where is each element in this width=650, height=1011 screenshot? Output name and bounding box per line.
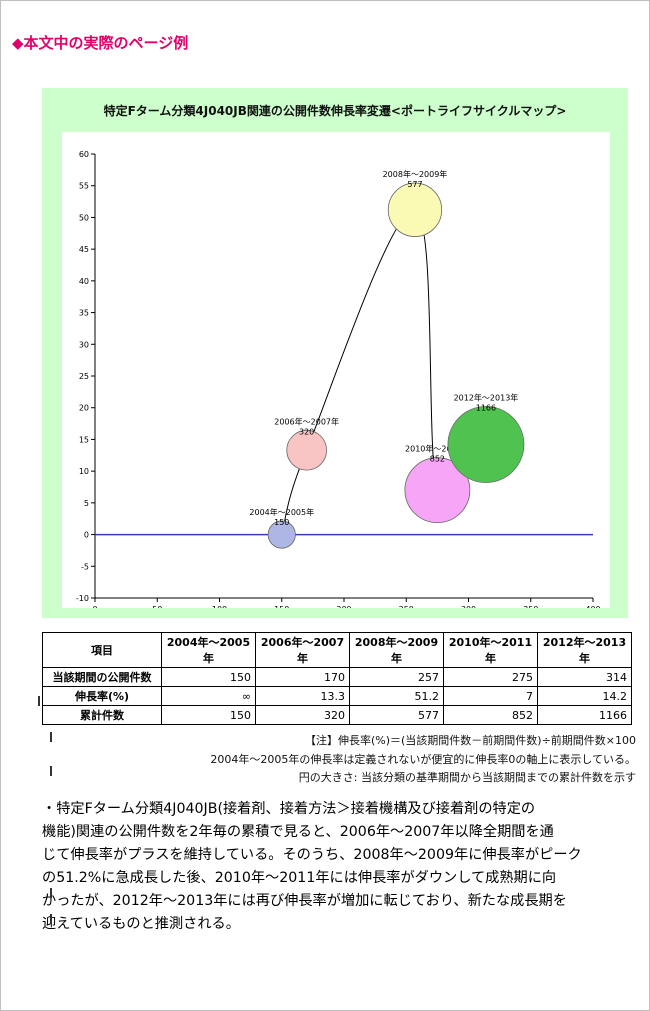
y-tick-label: -10 xyxy=(76,594,89,603)
bubble-size-label: 852 xyxy=(430,455,445,464)
y-tick-label: 50 xyxy=(79,213,89,222)
table-cell: 13.3 xyxy=(255,686,350,706)
y-tick-label: 35 xyxy=(79,309,89,318)
note-first-period: 2004年～2005年の伸長率は定義されないが便宜的に伸長率0の軸上に表示してい… xyxy=(210,753,636,766)
x-tick-label: 300 xyxy=(461,605,476,608)
table-cell: 7 xyxy=(443,686,538,706)
x-tick-label: 150 xyxy=(274,605,289,608)
column-header: 2012年～2013年 xyxy=(537,632,632,668)
y-tick-label: 40 xyxy=(79,277,89,286)
bubble xyxy=(267,520,296,549)
table-cell: 1166 xyxy=(537,705,632,725)
plot-area: -10-505101520253035404550556005010015020… xyxy=(52,132,610,627)
y-tick-label: 60 xyxy=(79,150,89,159)
column-header: 2004年～2005年 xyxy=(161,632,256,668)
margin-mark xyxy=(38,696,40,706)
table-cell: ∞ xyxy=(161,686,256,706)
table-cell: 257 xyxy=(349,667,444,687)
margin-mark xyxy=(50,914,52,924)
margin-mark xyxy=(50,732,52,742)
margin-mark xyxy=(50,766,52,776)
table-row: 累計件数 150 320 577 852 1166 xyxy=(42,705,632,725)
y-tick-label: 10 xyxy=(79,467,89,476)
bubble-period-label: 2004年～2005年 xyxy=(249,507,314,517)
y-tick-label: 15 xyxy=(79,435,89,444)
section-header: ◆本文中の実際のページ例 xyxy=(12,34,189,52)
y-tick-label: 55 xyxy=(79,182,89,191)
table-cell: 14.2 xyxy=(537,686,632,706)
x-tick-label: 200 xyxy=(336,605,351,608)
data-table: 項目 2004年～2005年 2006年～2007年 2008年～2009年 2… xyxy=(42,632,632,725)
note-circle-size: 円の大きさ: 当該分類の基準期間から当該期間までの累計件数を示す xyxy=(298,771,636,784)
table-cell: 150 xyxy=(161,667,256,687)
row-label: 当該期間の公開件数 xyxy=(42,667,162,687)
bubble xyxy=(387,182,443,237)
y-tick-label: 20 xyxy=(79,404,89,413)
table-cell: 275 xyxy=(443,667,538,687)
table-row: 伸長率(%) ∞ 13.3 51.2 7 14.2 xyxy=(42,686,632,706)
summary-paragraph: ・特定Fターム分類4J040JB(接着剤、接着方法＞接着機構及び接着剤の特定の … xyxy=(42,798,636,936)
bubble-size-label: 320 xyxy=(299,427,314,436)
bubble-size-label: 150 xyxy=(274,518,289,527)
chart-container: 特定Fターム分類4J040JB関連の公開件数伸長率変遷<ポートライフサイクルマッ… xyxy=(42,88,628,627)
column-header: 2010年～2011年 xyxy=(443,632,538,668)
bubble-chart: -10-505101520253035404550556005010015020… xyxy=(52,150,601,627)
table-cell: 150 xyxy=(161,705,256,725)
bubble-period-label: 2010年～2011年 xyxy=(405,444,470,454)
table-corner: 項目 xyxy=(42,632,162,668)
table-cell: 577 xyxy=(349,705,444,725)
x-tick-label: 0 xyxy=(92,605,97,608)
bubble-period-label: 2006年～2007年 xyxy=(274,416,339,426)
paragraph-line: かったが、2012年～2013年には再び伸長率が増加に転じており、新たな成長期を xyxy=(42,893,567,909)
table-header-row: 項目 2004年～2005年 2006年～2007年 2008年～2009年 2… xyxy=(42,632,632,668)
x-tick-label: 50 xyxy=(152,605,162,608)
y-tick-label: 5 xyxy=(84,499,89,508)
chart-title: 特定Fターム分類4J040JB関連の公開件数伸長率変遷<ポートライフサイクルマッ… xyxy=(103,104,567,118)
y-tick-label: -5 xyxy=(81,562,89,571)
bubble-size-label: 1166 xyxy=(476,404,496,413)
row-label: 累計件数 xyxy=(42,705,162,725)
paragraph-line: の51.2%に急成長した後、2010年～2011年には伸長率がダウンして成熟期に… xyxy=(42,870,557,886)
y-axis-label: 伸長率(%) xyxy=(62,355,64,398)
column-header: 2008年～2009年 xyxy=(349,632,444,668)
y-tick-label: 30 xyxy=(79,340,89,349)
bubble xyxy=(447,406,525,483)
note-formula: 【注】伸長率(%)＝(当該期間件数－前期間件数)÷前期間件数×100 xyxy=(304,734,636,747)
margin-mark xyxy=(50,888,52,898)
paragraph-line: ・特定Fターム分類4J040JB(接着剤、接着方法＞接着機構及び接着剤の特定の xyxy=(42,801,536,817)
paragraph-line: 迎えているものと推測される。 xyxy=(42,916,240,932)
table-cell: 51.2 xyxy=(349,686,444,706)
x-tick-label: 350 xyxy=(523,605,538,608)
y-tick-label: 25 xyxy=(79,372,89,381)
column-header: 2006年～2007年 xyxy=(255,632,350,668)
table-cell: 852 xyxy=(443,705,538,725)
bubble xyxy=(286,429,327,471)
x-tick-label: 250 xyxy=(399,605,414,608)
paragraph-line: 機能)関連の公開件数を2年毎の累積で見ると、2006年～2007年以降全期間を通 xyxy=(42,824,554,840)
y-tick-label: 45 xyxy=(79,245,89,254)
x-tick-label: 400 xyxy=(585,605,600,608)
table-cell: 170 xyxy=(255,667,350,687)
bubble-period-label: 2008年～2009年 xyxy=(383,169,448,179)
y-tick-label: 0 xyxy=(84,531,89,540)
bubble xyxy=(404,457,471,524)
row-label: 伸長率(%) xyxy=(42,686,162,706)
bubble-size-label: 577 xyxy=(407,180,422,189)
x-tick-label: 100 xyxy=(212,605,227,608)
table-cell: 320 xyxy=(255,705,350,725)
paragraph-line: じて伸長率がプラスを維持している。そのうち、2008年～2009年に伸長率がピー… xyxy=(42,847,582,863)
table-row: 当該期間の公開件数 150 170 257 275 314 xyxy=(42,667,632,687)
bubble-period-label: 2012年～2013年 xyxy=(454,393,519,403)
table-cell: 314 xyxy=(537,667,632,687)
